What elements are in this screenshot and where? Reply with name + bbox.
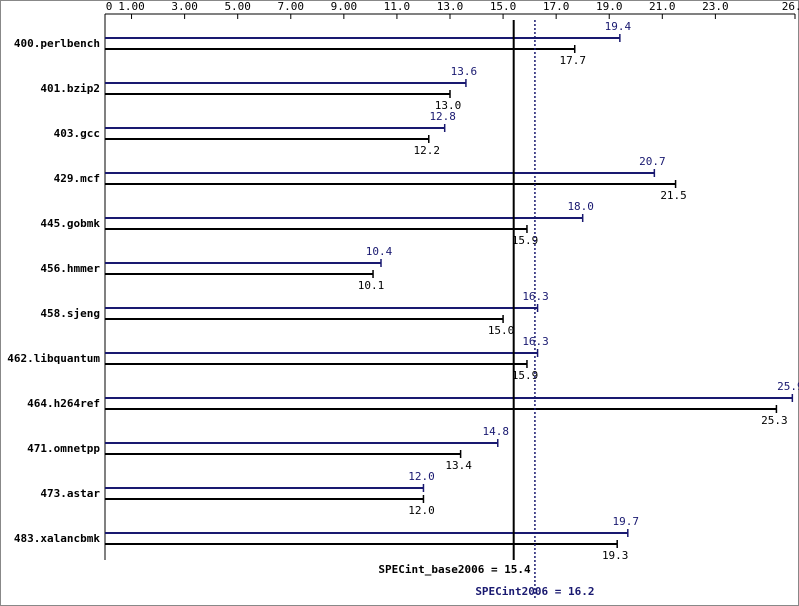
- bar: [105, 349, 539, 357]
- bar: [105, 394, 794, 402]
- category-label: 400.perlbench: [14, 37, 100, 50]
- bar: [105, 304, 539, 312]
- x-tick-label: 11.0: [384, 0, 411, 13]
- value-label: 15.9: [512, 234, 539, 247]
- value-label: 19.3: [602, 549, 629, 562]
- bar: [105, 495, 425, 503]
- category-label: 456.hmmer: [40, 262, 100, 275]
- category-label: 483.xalancbmk: [14, 532, 100, 545]
- value-label: 21.5: [660, 189, 687, 202]
- bar: [105, 450, 462, 458]
- bar: [105, 79, 467, 87]
- bar: [105, 529, 629, 537]
- value-label: 25.9: [777, 380, 799, 393]
- category-label: 471.omnetpp: [27, 442, 100, 455]
- x-tick-label: 5.00: [224, 0, 251, 13]
- bar: [105, 360, 528, 368]
- x-tick-label: 13.0: [437, 0, 464, 13]
- x-tick-label: 15.0: [490, 0, 517, 13]
- x-tick-label: 9.00: [331, 0, 358, 13]
- x-tick-label: 0: [106, 0, 113, 13]
- category-label: 429.mcf: [54, 172, 100, 185]
- bar: [105, 405, 778, 413]
- value-label: 19.7: [613, 515, 640, 528]
- category-label: 445.gobmk: [40, 217, 100, 230]
- bar: [105, 214, 584, 222]
- x-tick-label: 23.0: [702, 0, 729, 13]
- x-tick-label: 7.00: [278, 0, 305, 13]
- value-label: 14.8: [483, 425, 510, 438]
- value-label: 20.7: [639, 155, 666, 168]
- bar: [105, 90, 451, 98]
- x-tick-label: 19.0: [596, 0, 623, 13]
- bar: [105, 315, 504, 323]
- category-label: 473.astar: [40, 487, 100, 500]
- value-label: 13.6: [451, 65, 478, 78]
- category-label: 458.sjeng: [40, 307, 100, 320]
- value-label: 13.0: [435, 99, 462, 112]
- category-label: 403.gcc: [54, 127, 100, 140]
- value-label: 18.0: [567, 200, 594, 213]
- x-tick-label: 26.0: [782, 0, 799, 13]
- bar: [105, 169, 656, 177]
- value-label: 15.9: [512, 369, 539, 382]
- reference-label: SPECint2006 = 16.2: [475, 585, 594, 598]
- category-label: 464.h264ref: [27, 397, 100, 410]
- x-tick-label: 21.0: [649, 0, 676, 13]
- bar: [105, 34, 621, 42]
- category-label: 462.libquantum: [7, 352, 100, 365]
- value-label: 17.7: [559, 54, 586, 67]
- value-label: 10.4: [366, 245, 393, 258]
- bar: [105, 124, 446, 132]
- x-tick-label: 1.00: [118, 0, 145, 13]
- reference-label: SPECint_base2006 = 15.4: [378, 563, 531, 576]
- value-label: 15.0: [488, 324, 515, 337]
- bar: [105, 135, 430, 143]
- value-label: 12.8: [429, 110, 456, 123]
- value-label: 25.3: [761, 414, 788, 427]
- value-label: 12.0: [408, 504, 435, 517]
- value-label: 13.4: [445, 459, 472, 472]
- bar: [105, 180, 677, 188]
- bar: [105, 45, 576, 53]
- bar: [105, 270, 374, 278]
- category-label: 401.bzip2: [40, 82, 100, 95]
- value-label: 12.0: [408, 470, 435, 483]
- bar: [105, 540, 618, 548]
- value-label: 10.1: [358, 279, 385, 292]
- bar: [105, 484, 425, 492]
- value-label: 12.2: [414, 144, 441, 157]
- x-tick-label: 17.0: [543, 0, 570, 13]
- x-tick-label: 3.00: [171, 0, 198, 13]
- bar: [105, 259, 382, 267]
- bar: [105, 225, 528, 233]
- bar: [105, 439, 499, 447]
- value-label: 19.4: [605, 20, 632, 33]
